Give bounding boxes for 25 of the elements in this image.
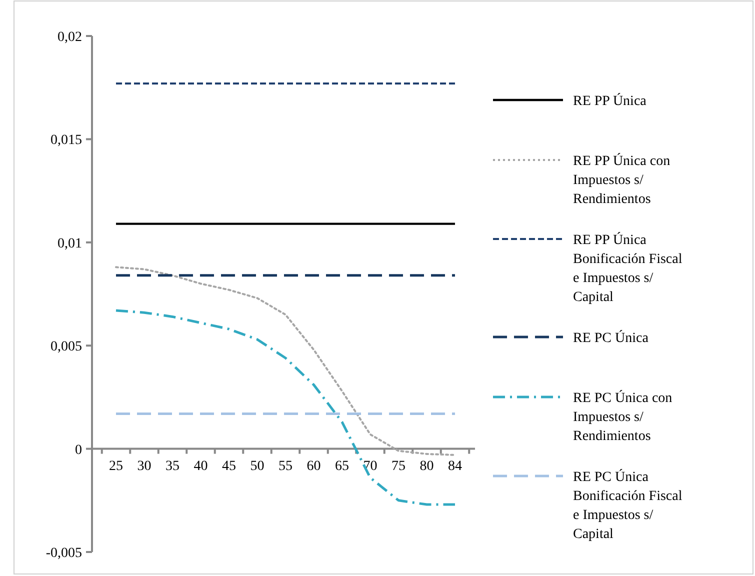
legend-label: RE PC Única Bonificación Fiscal e Impuestos s/ Capital — [573, 468, 682, 542]
x-tick-label: 50 — [250, 458, 264, 474]
x-tick-label: 35 — [166, 458, 180, 474]
line-series — [115, 266, 456, 456]
x-tick-label: 40 — [194, 458, 208, 474]
x-tick-label: 60 — [306, 458, 321, 474]
x-tick-label: 45 — [222, 458, 236, 474]
y-tick-label: -0,005 — [46, 546, 82, 561]
y-tick-label: 0,01 — [58, 236, 82, 252]
legend-label: RE PP Única Bonificación Fiscal e Impuestos s/ Capital — [573, 231, 682, 305]
legend-label: RE PP Única — [573, 92, 648, 109]
x-tick-label: 25 — [109, 458, 123, 474]
x-tick-label: 55 — [278, 458, 292, 474]
y-tick-label: 0,015 — [50, 133, 82, 148]
x-tick-label: 75 — [392, 458, 406, 474]
legend-label: RE PC Única con Impuestos s/ Rendimientos — [573, 389, 672, 444]
legend-label: RE PP Única con Impuestos s/ Rendimientos — [573, 152, 670, 207]
x-tick-label: 65 — [335, 458, 349, 474]
y-tick-label: 0,005 — [50, 340, 82, 355]
y-tick-label: 0 — [75, 442, 82, 458]
x-tick-label: 84 — [448, 458, 462, 474]
x-tick-label: 80 — [420, 458, 434, 474]
x-tick-label: 30 — [137, 458, 152, 474]
legend-label: RE PC Única — [573, 329, 650, 346]
y-tick-label: 0,02 — [58, 30, 82, 45]
